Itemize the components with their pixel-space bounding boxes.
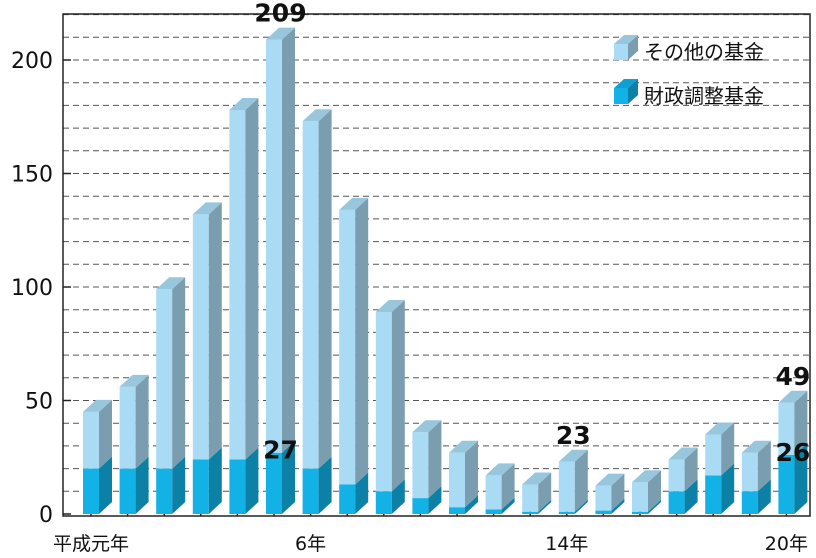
y-tick-label: 200 (11, 49, 53, 74)
bar-その他の基金 (266, 27, 295, 453)
bar-財政調整基金 (449, 495, 478, 514)
bar-その他の基金 (156, 277, 186, 469)
data-label: 26 (776, 438, 811, 467)
bar-財政調整基金 (668, 479, 698, 514)
bar-stack (412, 420, 442, 514)
bar-財政調整基金 (266, 440, 295, 514)
bar-stack (192, 202, 222, 514)
bar-stack (632, 470, 661, 514)
bar-財政調整基金 (778, 442, 808, 514)
bar-財政調整基金 (632, 499, 661, 514)
bar-その他の基金 (558, 449, 588, 512)
bar-財政調整基金 (119, 456, 149, 514)
legend-item: その他の基金 (614, 35, 764, 64)
y-tick-label: 50 (25, 390, 53, 415)
bar-財政調整基金 (229, 447, 259, 514)
y-tick-label: 100 (11, 276, 53, 301)
bar-stack (339, 197, 369, 514)
data-label: 49 (776, 362, 811, 391)
bar-stack (558, 449, 588, 514)
bar-stack (778, 390, 808, 514)
bar-stack (595, 473, 625, 514)
bar-財政調整基金 (741, 479, 771, 514)
bar-財政調整基金 (412, 486, 442, 514)
y-tick-label: 0 (39, 503, 53, 528)
bar-stack (119, 374, 149, 514)
bar-その他の基金 (632, 470, 661, 512)
data-labels: 209 27 23 49 26 (254, 0, 810, 467)
bar-その他の基金 (339, 197, 369, 485)
bar-その他の基金 (375, 299, 405, 492)
bar-stack (83, 399, 112, 514)
bar-その他の基金 (449, 440, 478, 508)
bar-stack (266, 27, 295, 514)
bar-series (83, 27, 808, 514)
bar-財政調整基金 (705, 463, 735, 514)
x-tick-label: 14年 (545, 533, 588, 555)
x-tick-label: 6年 (295, 533, 326, 555)
y-tick-label: 150 (11, 163, 53, 188)
bar-stack (485, 463, 515, 514)
bar-財政調整基金 (83, 456, 112, 514)
data-label: 27 (263, 436, 298, 465)
bar-stack (522, 472, 552, 514)
bar-その他の基金 (485, 463, 515, 510)
bar-財政調整基金 (156, 456, 186, 514)
x-tick-label: 平成元年 (53, 533, 129, 555)
bar-その他の基金 (83, 399, 112, 469)
bar-財政調整基金 (192, 447, 222, 514)
legend-swatch (614, 88, 628, 104)
bar-stack (741, 440, 771, 514)
bar-stack (229, 97, 259, 514)
bar-財政調整基金 (302, 456, 332, 514)
data-label: 23 (556, 421, 591, 450)
bar-その他の基金 (229, 97, 259, 460)
bar-その他の基金 (668, 447, 698, 492)
bar-その他の基金 (302, 109, 332, 469)
plot-frame (62, 13, 811, 517)
bar-その他の基金 (522, 472, 552, 512)
bar-財政調整基金 (485, 497, 515, 514)
x-tick-label: 20年 (765, 533, 808, 555)
data-label: 209 (254, 0, 306, 28)
bar-stack (375, 299, 405, 514)
bar-その他の基金 (778, 390, 808, 455)
bar-その他の基金 (741, 440, 771, 492)
bar-その他の基金 (412, 420, 442, 499)
legend-item: 財政調整基金 (614, 79, 764, 108)
bar-その他の基金 (192, 202, 222, 460)
bar-stack (705, 422, 735, 514)
bar-財政調整基金 (339, 472, 369, 514)
bar-stack (302, 109, 332, 514)
bar-財政調整基金 (522, 499, 552, 514)
bar-stack (668, 447, 698, 514)
bar-その他の基金 (705, 422, 735, 476)
bar-その他の基金 (595, 473, 625, 511)
bar-stack (449, 440, 478, 514)
legend-label: その他の基金 (644, 40, 764, 64)
legend-swatch (614, 44, 628, 60)
axes: 0 50 100 150 200 平成元年 6年 14年 20年 (11, 13, 811, 555)
bar-stack (156, 277, 186, 514)
bar-財政調整基金 (375, 479, 405, 514)
bar-その他の基金 (119, 374, 149, 469)
legend-label: 財政調整基金 (644, 84, 764, 108)
bar-財政調整基金 (595, 498, 625, 514)
bar-財政調整基金 (558, 499, 588, 514)
